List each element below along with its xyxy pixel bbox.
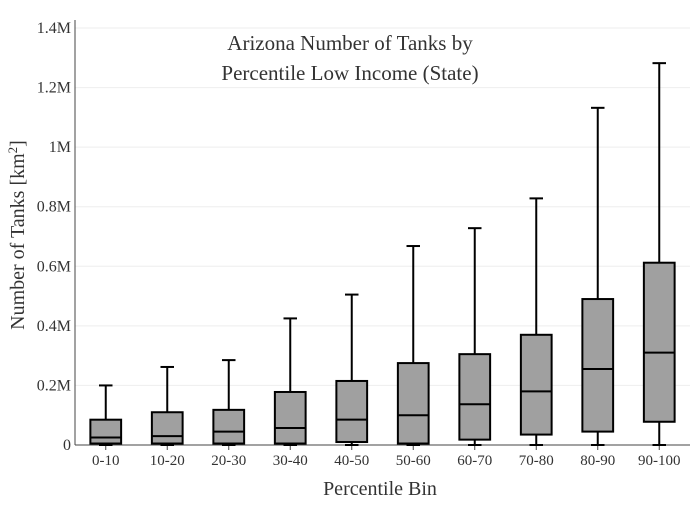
x-tick-label: 90-100 <box>638 453 681 469</box>
box-50-60 <box>396 245 430 446</box>
iqr-box <box>642 261 676 423</box>
iqr-box <box>335 379 369 444</box>
x-tick-label: 10-20 <box>150 453 185 469</box>
x-tick-label: 30-40 <box>273 453 308 469</box>
x-tick-label: 50-60 <box>396 453 431 469</box>
iqr-box <box>396 362 430 445</box>
y-tick-label: 0.2M <box>37 377 71 394</box>
x-tick-label: 0-10 <box>92 453 120 469</box>
chart-title-line-1: Arizona Number of Tanks by <box>227 31 473 55</box>
x-axis-title: Percentile Bin <box>323 478 437 500</box>
box-0-10 <box>89 384 123 446</box>
y-tick-label: 0.6M <box>37 258 71 275</box>
x-tick-label: 20-30 <box>211 453 246 469</box>
boxes <box>89 62 676 446</box>
iqr-box <box>458 353 492 441</box>
x-tick-label: 70-80 <box>519 453 554 469</box>
gridlines <box>75 27 690 386</box>
y-tick-label: 1M <box>49 139 71 156</box>
box-80-90 <box>581 106 615 446</box>
labels: 0 0.2M 0.4M 0.6M 0.8M 1M 1.2M 1.4M 0-10 10-20 20-3… <box>37 20 681 469</box>
box-40-50 <box>335 293 369 446</box>
y-tick-label: 0.8M <box>37 199 71 216</box>
y-tick-label: 0 <box>63 437 71 454</box>
iqr-box <box>150 411 184 445</box>
box-30-40 <box>273 317 307 446</box>
y-axis-title-main: Number of Tanks [km <box>7 153 29 330</box>
iqr-box <box>519 333 553 436</box>
box-90-100 <box>642 62 676 446</box>
x-tick-label: 80-90 <box>580 453 615 469</box>
chart-title-line-2: Percentile Low Income (State) <box>221 61 478 85</box>
box-70-80 <box>519 197 553 446</box>
iqr-box <box>581 298 615 433</box>
x-tick-label: 60-70 <box>457 453 492 469</box>
y-tick-label: 1.2M <box>37 80 71 97</box>
x-tick-label: 40-50 <box>334 453 369 469</box>
box-20-30 <box>212 359 246 446</box>
y-axis-title-superscript: 2 <box>5 147 20 154</box>
y-axis-title-end: ] <box>7 140 29 147</box>
y-tick-label: 0.4M <box>37 318 71 335</box>
iqr-box <box>212 408 246 445</box>
y-axis-title: Number of Tanks [km2] <box>5 140 30 330</box>
y-tick-label: 1.4M <box>37 20 71 37</box>
iqr-box <box>273 390 307 445</box>
iqr-box <box>89 418 123 445</box>
box-10-20 <box>150 365 184 446</box>
box-60-70 <box>458 227 492 446</box>
